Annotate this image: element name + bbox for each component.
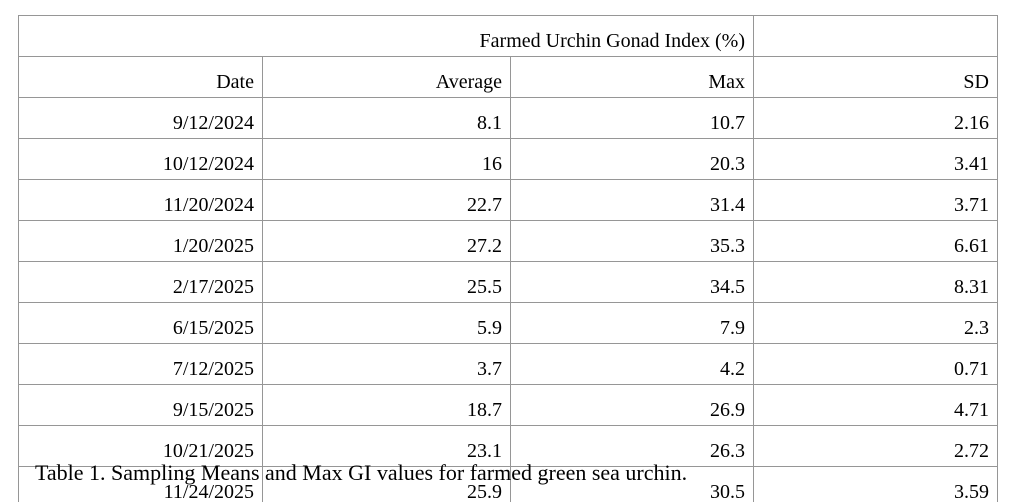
- cell-max: 10.7: [510, 97, 754, 139]
- cell-date: 9/12/2024: [18, 97, 263, 139]
- table-row: 1/20/2025 27.2 35.3 6.61: [18, 220, 998, 262]
- cell-average: 25.9: [262, 466, 511, 502]
- table-title-row: Farmed Urchin Gonad Index (%): [18, 15, 998, 57]
- cell-average: 5.9: [262, 302, 511, 344]
- cell-max: 20.3: [510, 138, 754, 180]
- cell-date: 10/12/2024: [18, 138, 263, 180]
- cell-date: 11/20/2024: [18, 179, 263, 221]
- cell-average: 27.2: [262, 220, 511, 262]
- cell-sd: 3.41: [753, 138, 998, 180]
- table-container: Farmed Urchin Gonad Index (%) Date Avera…: [18, 15, 998, 502]
- cell-average: 25.5: [262, 261, 511, 303]
- cell-date: 6/15/2025: [18, 302, 263, 344]
- gonad-index-table: Farmed Urchin Gonad Index (%) Date Avera…: [18, 15, 998, 502]
- cell-max: 34.5: [510, 261, 754, 303]
- column-header-max: Max: [510, 56, 754, 98]
- cell-sd: 8.31: [753, 261, 998, 303]
- cell-average: 22.7: [262, 179, 511, 221]
- cell-date: 10/21/2025: [18, 425, 263, 467]
- column-header-date: Date: [18, 56, 263, 98]
- cell-date: 11/24/2025: [18, 466, 263, 502]
- cell-max: 4.2: [510, 343, 754, 385]
- table-row: 2/17/2025 25.5 34.5 8.31: [18, 261, 998, 303]
- cell-sd: 3.71: [753, 179, 998, 221]
- table-row: 10/12/2024 16 20.3 3.41: [18, 138, 998, 180]
- column-header-sd: SD: [753, 56, 998, 98]
- cell-sd: 2.3: [753, 302, 998, 344]
- title-row-empty-cell: [753, 15, 998, 57]
- table-row: 7/12/2025 3.7 4.2 0.71: [18, 343, 998, 385]
- cell-sd: 6.61: [753, 220, 998, 262]
- cell-max: 35.3: [510, 220, 754, 262]
- cell-sd: 3.59: [753, 466, 998, 502]
- column-header-average: Average: [262, 56, 511, 98]
- cell-sd: 4.71: [753, 384, 998, 426]
- table-caption: Table 1. Sampling Means and Max GI value…: [35, 460, 688, 485]
- cell-date: 9/15/2025: [18, 384, 263, 426]
- cell-average: 16: [262, 138, 511, 180]
- table-row: 11/24/2025 25.9 30.5 3.59: [18, 466, 998, 502]
- cell-sd: 0.71: [753, 343, 998, 385]
- cell-max: 31.4: [510, 179, 754, 221]
- table-row: 6/15/2025 5.9 7.9 2.3: [18, 302, 998, 344]
- cell-average: 23.1: [262, 425, 511, 467]
- cell-max: 26.9: [510, 384, 754, 426]
- table-row: 9/12/2024 8.1 10.7 2.16: [18, 97, 998, 139]
- cell-average: 8.1: [262, 97, 511, 139]
- cell-date: 7/12/2025: [18, 343, 263, 385]
- table-row: 9/15/2025 18.7 26.9 4.71: [18, 384, 998, 426]
- cell-max: 7.9: [510, 302, 754, 344]
- table-row: 11/20/2024 22.7 31.4 3.71: [18, 179, 998, 221]
- cell-sd: 2.16: [753, 97, 998, 139]
- cell-max: 30.5: [510, 466, 754, 502]
- cell-average: 18.7: [262, 384, 511, 426]
- table-row: 10/21/2025 23.1 26.3 2.72: [18, 425, 998, 467]
- cell-sd: 2.72: [753, 425, 998, 467]
- table-title: Farmed Urchin Gonad Index (%): [18, 15, 754, 57]
- table-header-row: Date Average Max SD: [18, 56, 998, 98]
- cell-average: 3.7: [262, 343, 511, 385]
- cell-date: 1/20/2025: [18, 220, 263, 262]
- cell-date: 2/17/2025: [18, 261, 263, 303]
